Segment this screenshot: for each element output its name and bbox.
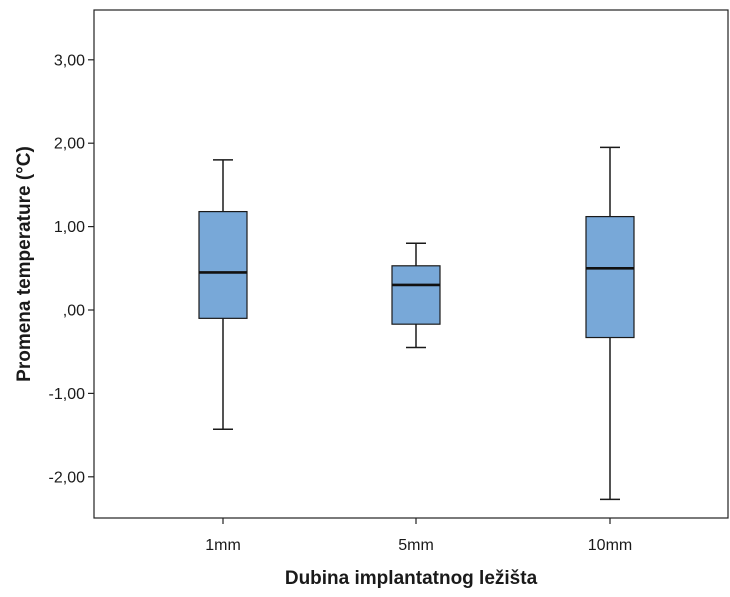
y-tick-label: 2,00 — [54, 136, 85, 153]
x-tick-label: 10mm — [588, 537, 632, 554]
y-axis-title: Promena temperature (°C) — [14, 146, 35, 382]
iqr-box — [391, 265, 441, 325]
iqr-box — [198, 210, 248, 319]
y-axis: 3,00 2,00 1,00 ,00 -1,00 -2,00 — [49, 52, 94, 486]
x-axis: 1mm 5mm 10mm — [205, 518, 632, 554]
box-series — [198, 146, 635, 501]
iqr-box — [585, 215, 635, 339]
box-5mm — [391, 242, 441, 349]
box-10mm — [585, 146, 635, 501]
box-1mm — [198, 159, 248, 431]
x-tick-label: 1mm — [205, 537, 241, 554]
y-tick-label: 1,00 — [54, 219, 85, 236]
y-tick-label: ,00 — [63, 303, 85, 320]
y-tick-label: -1,00 — [49, 386, 86, 403]
x-axis-title: Dubina implantatnog ležišta — [285, 568, 538, 589]
y-tick-label: 3,00 — [54, 52, 85, 69]
x-tick-label: 5mm — [398, 537, 434, 554]
y-tick-label: -2,00 — [49, 469, 86, 486]
